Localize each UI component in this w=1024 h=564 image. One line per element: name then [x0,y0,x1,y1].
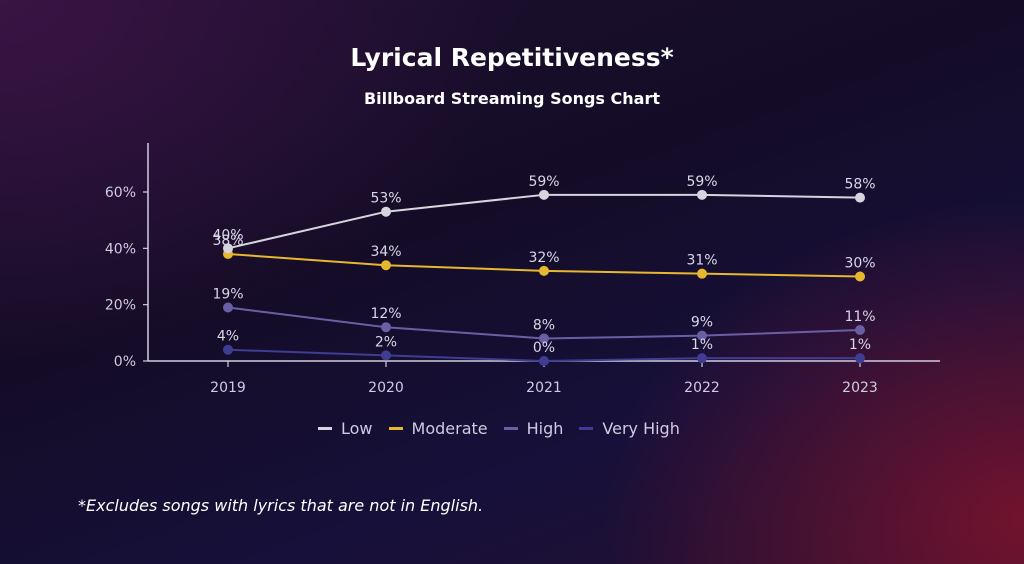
legend-swatch [388,426,403,430]
legend-swatch [318,426,332,430]
data-point-high[interactable] [539,333,549,344]
data-point-very-high[interactable] [223,344,233,355]
x-tick-label: 2023 [842,380,878,396]
data-label-low: 40% [212,227,243,243]
data-point-very-high[interactable] [539,356,549,366]
data-label-very-high: 2% [375,334,397,350]
footnote: *Excludes songs with lyrics that are not… [78,496,484,515]
legend-swatch [503,426,518,430]
data-label-moderate: 38% [212,233,243,249]
data-label-high: 19% [212,286,243,302]
data-point-very-high[interactable] [381,350,391,361]
chart-legend: Low Moderate High Very High [318,418,680,438]
data-point-low[interactable] [223,243,233,254]
data-point-high[interactable] [855,325,865,336]
data-label-high: 11% [844,309,875,325]
data-label-low: 53% [370,191,401,207]
data-label-low: 59% [686,174,717,190]
y-tick-label: 20% [105,298,136,314]
data-label-high: 9% [691,315,713,331]
data-label-very-high: 0% [533,340,555,356]
data-label-low: 59% [528,174,559,190]
data-label-high: 8% [533,317,555,333]
chart-title: Lyrical Repetitiveness* [350,43,674,72]
data-point-low[interactable] [539,189,549,200]
legend-label: Low [341,418,373,438]
y-tick-label: 0% [114,354,136,370]
data-point-low[interactable] [697,189,707,200]
data-point-moderate[interactable] [855,271,865,282]
data-label-moderate: 32% [528,250,559,266]
y-tick-label: 60% [105,185,136,201]
x-tick-label: 2020 [368,380,404,396]
data-label-very-high: 4% [217,329,239,345]
series-line-low [227,193,861,250]
data-label-very-high: 1% [849,337,871,353]
data-label-moderate: 31% [686,253,717,269]
data-label-low: 58% [844,177,875,193]
data-point-very-high[interactable] [855,353,865,364]
legend-item-very-high[interactable]: Very High [579,418,680,438]
data-point-moderate[interactable] [697,268,707,279]
chart-subtitle: Billboard Streaming Songs Chart [363,89,660,108]
legend-swatch [579,426,594,430]
data-label-high: 12% [370,306,401,322]
legend-item-moderate[interactable]: Moderate [388,418,488,438]
legend-label: Very High [602,418,680,438]
data-point-low[interactable] [855,192,865,203]
data-label-moderate: 34% [370,244,401,260]
data-point-very-high[interactable] [697,353,707,364]
y-tick-label: 40% [105,241,136,257]
x-tick-label: 2019 [210,380,246,396]
data-point-high[interactable] [381,322,391,333]
data-label-moderate: 30% [844,256,875,272]
x-tick-label: 2022 [684,380,720,396]
data-point-moderate[interactable] [381,260,391,271]
legend-item-high[interactable]: High [503,418,564,438]
x-tick-label: 2021 [526,380,562,396]
legend-label: Moderate [411,418,488,438]
data-label-very-high: 1% [691,337,713,353]
data-point-low[interactable] [381,206,391,217]
data-point-high[interactable] [223,302,233,313]
legend-label: High [526,418,564,438]
data-point-moderate[interactable] [539,265,549,276]
data-point-high[interactable] [697,330,707,341]
legend-item-low[interactable]: Low [318,419,373,438]
